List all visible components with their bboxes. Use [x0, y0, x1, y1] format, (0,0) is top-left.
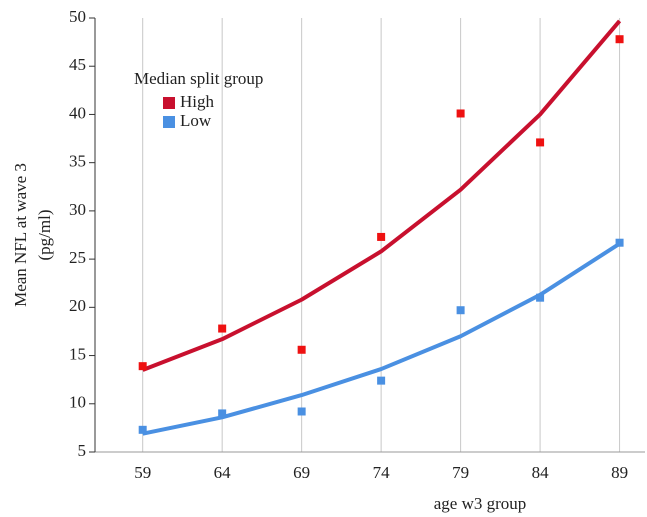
- data-point: [377, 376, 386, 385]
- legend-swatch: [163, 116, 175, 128]
- data-point: [218, 409, 227, 418]
- data-point: [297, 407, 306, 416]
- y-tick-label: 5: [78, 441, 87, 460]
- x-tick-label: 89: [611, 463, 628, 482]
- legend-title: Median split group: [134, 69, 263, 88]
- y-tick-label: 40: [69, 103, 86, 122]
- x-tick-label: 59: [134, 463, 151, 482]
- data-point: [297, 345, 306, 354]
- data-point: [138, 362, 147, 371]
- x-tick-label: 84: [532, 463, 550, 482]
- y-tick-label: 30: [69, 200, 86, 219]
- y-axis-label: (pg/ml): [35, 210, 54, 261]
- legend-swatch: [163, 97, 175, 109]
- y-axis-label: Mean NFL at wave 3: [11, 163, 30, 307]
- legend-label: Low: [180, 111, 212, 130]
- legend-label: High: [180, 92, 215, 111]
- x-axis-label: age w3 group: [434, 494, 527, 513]
- data-point: [138, 425, 147, 434]
- y-tick-label: 45: [69, 55, 86, 74]
- y-tick-label: 50: [69, 7, 86, 26]
- data-point: [536, 293, 545, 302]
- data-point: [615, 35, 624, 44]
- x-tick-label: 64: [214, 463, 232, 482]
- y-tick-label: 20: [69, 296, 86, 315]
- x-tick-label: 69: [293, 463, 310, 482]
- y-tick-label: 35: [69, 152, 86, 171]
- data-point: [615, 238, 624, 247]
- y-tick-label: 25: [69, 248, 86, 267]
- y-tick-label: 15: [69, 344, 86, 363]
- data-point: [456, 306, 465, 315]
- data-point: [377, 232, 386, 241]
- data-point: [456, 109, 465, 118]
- x-tick-label: 79: [452, 463, 469, 482]
- y-tick-label: 10: [69, 393, 86, 412]
- data-point: [218, 324, 227, 333]
- x-tick-label: 74: [373, 463, 391, 482]
- data-point: [536, 138, 545, 147]
- fit-line: [141, 19, 622, 372]
